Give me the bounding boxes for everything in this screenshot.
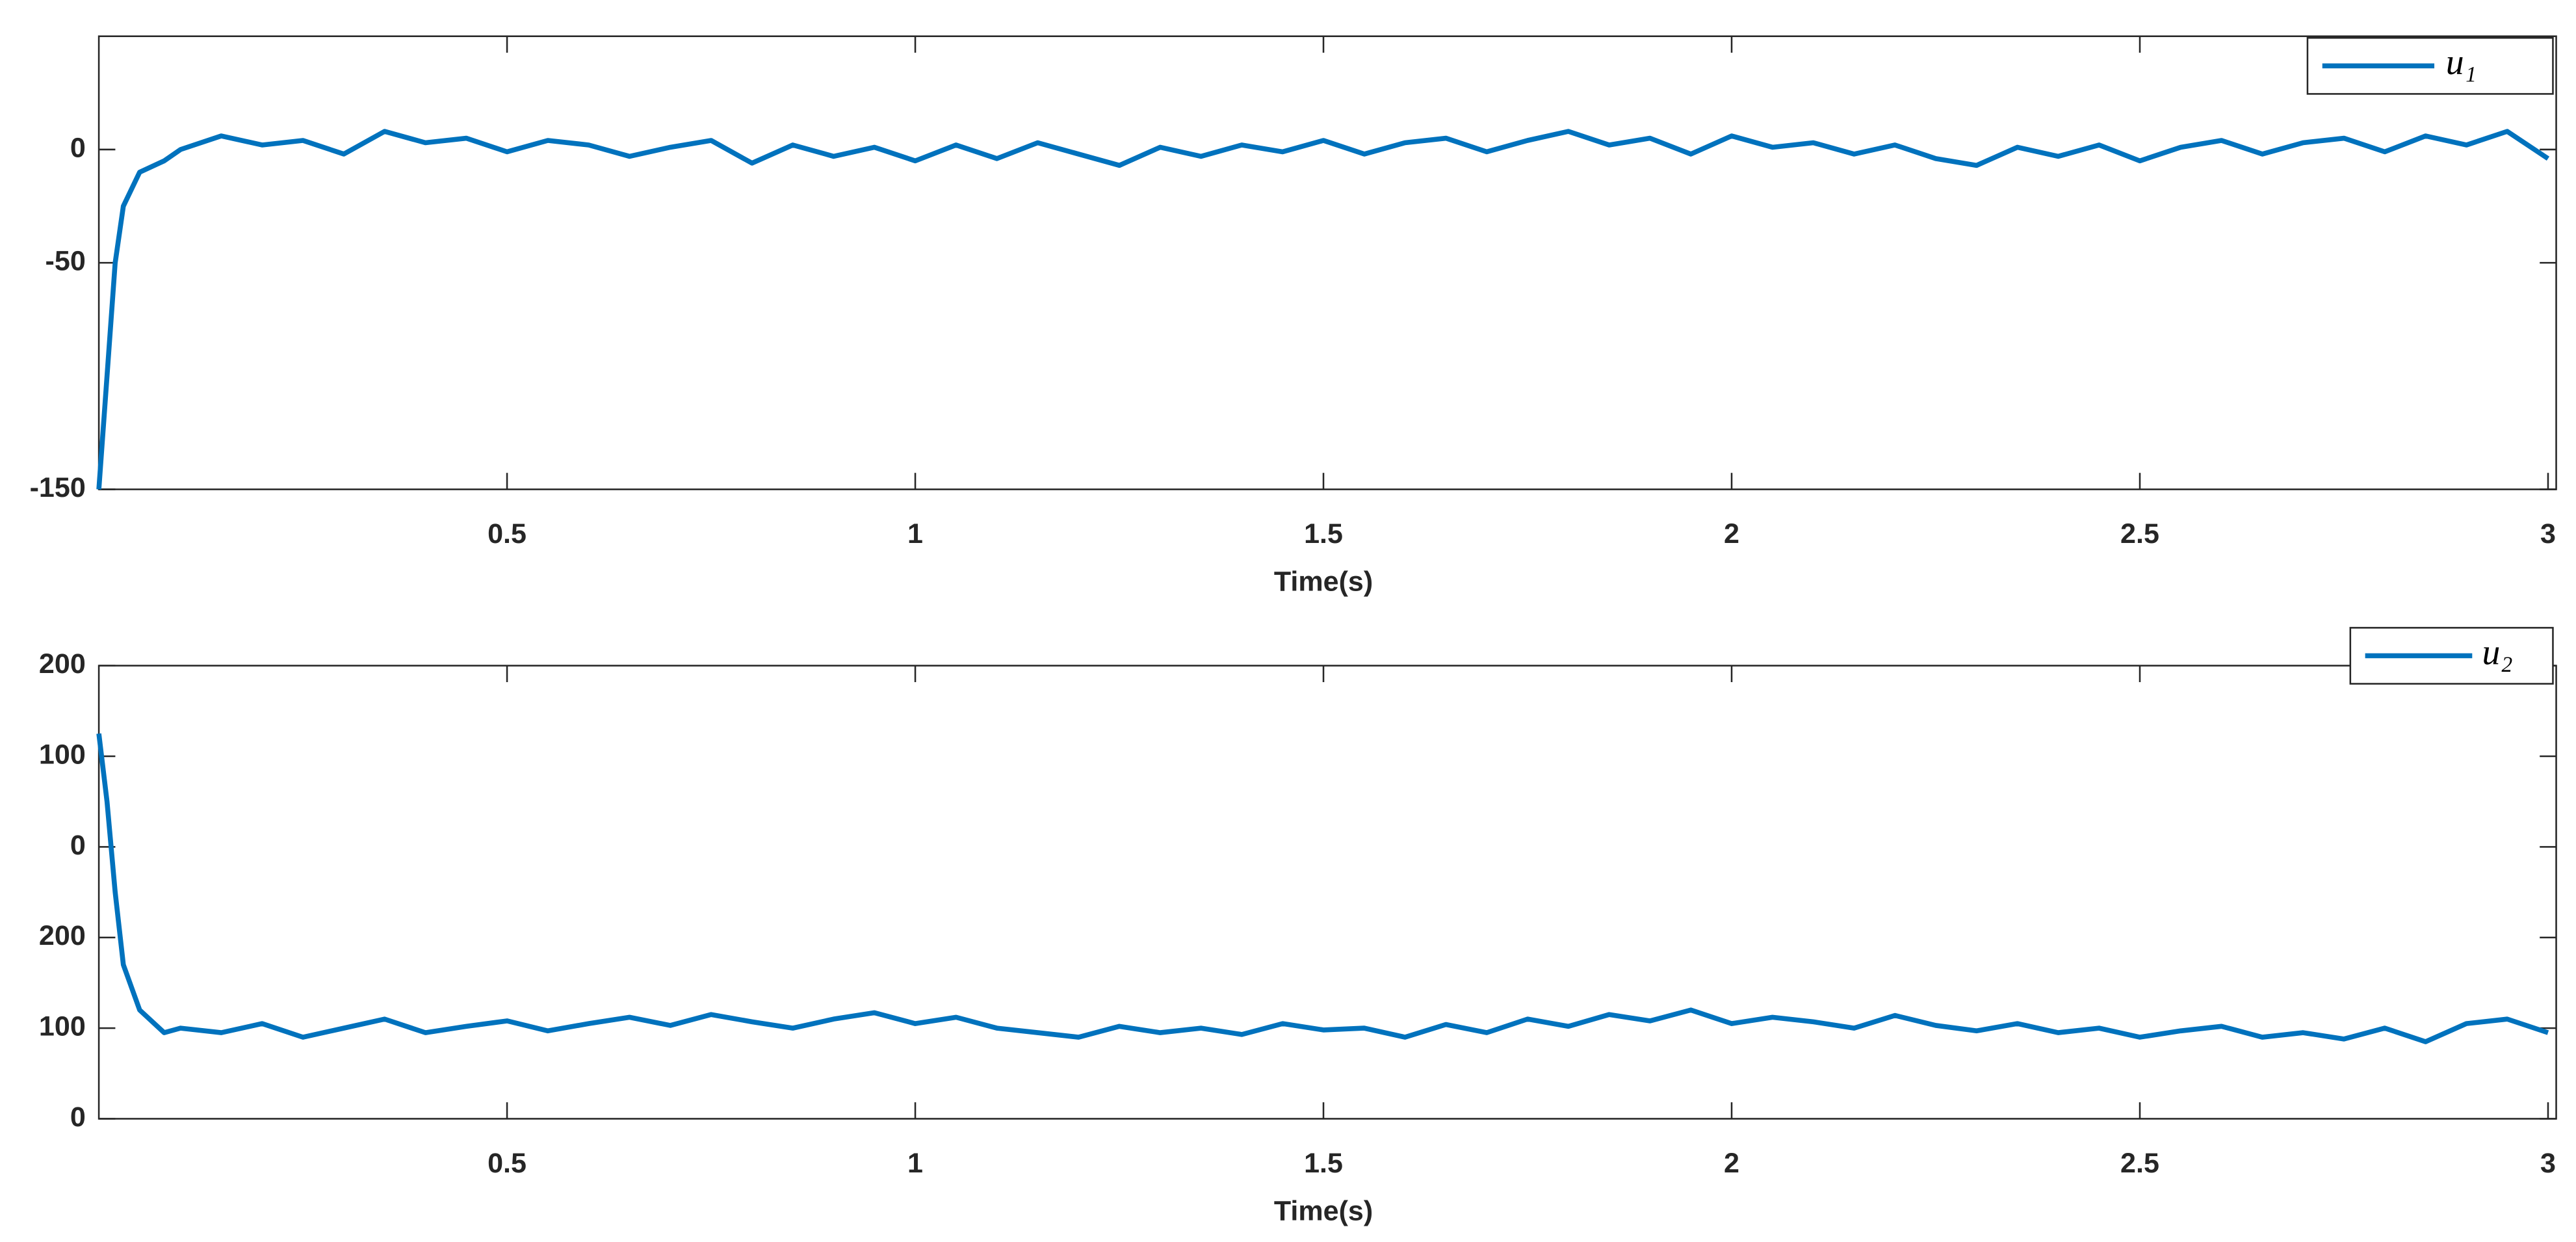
y-tick-label: -50 xyxy=(46,246,86,277)
data-line xyxy=(96,733,2549,1044)
x-tick-label: 3 xyxy=(2540,1148,2556,1179)
x-tick-label: 1.5 xyxy=(1304,1148,1343,1179)
plot-area xyxy=(98,35,2557,490)
y-tick-label: 200 xyxy=(39,648,86,680)
y-tick-label: 0 xyxy=(70,1102,86,1133)
y-tick-label: -150 xyxy=(30,472,86,503)
legend-label: u₂ xyxy=(2482,632,2513,672)
x-tick-label: 2.5 xyxy=(2120,1148,2159,1179)
x-tick-label: 0.5 xyxy=(488,518,527,549)
x-tick-label: 1.5 xyxy=(1304,518,1343,549)
y-tick-label: 0 xyxy=(70,830,86,861)
plot-area xyxy=(98,665,2557,1120)
x-tick-label: 0.5 xyxy=(488,1148,527,1179)
x-tick-label: 2 xyxy=(1724,518,1739,549)
y-tick-label: 100 xyxy=(39,1011,86,1042)
y-tick-label: 0 xyxy=(70,132,86,163)
x-tick-label: 1 xyxy=(907,1148,923,1179)
x-tick-label: 2.5 xyxy=(2120,518,2159,549)
legend-label: u₁ xyxy=(2446,42,2477,83)
x-axis-label: Time(s) xyxy=(1274,566,1373,597)
x-tick-label: 2 xyxy=(1724,1148,1739,1179)
data-line xyxy=(96,129,2550,490)
x-tick-label: 3 xyxy=(2540,518,2556,549)
y-tick-label: 100 xyxy=(39,739,86,770)
x-axis-label: Time(s) xyxy=(1274,1195,1373,1226)
x-tick-label: 1 xyxy=(907,518,923,549)
y-tick-label: 200 xyxy=(39,920,86,951)
